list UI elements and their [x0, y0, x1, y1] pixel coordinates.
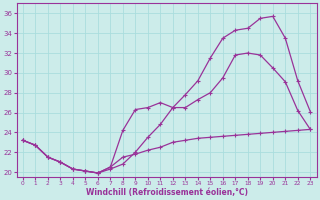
X-axis label: Windchill (Refroidissement éolien,°C): Windchill (Refroidissement éolien,°C) — [85, 188, 248, 197]
